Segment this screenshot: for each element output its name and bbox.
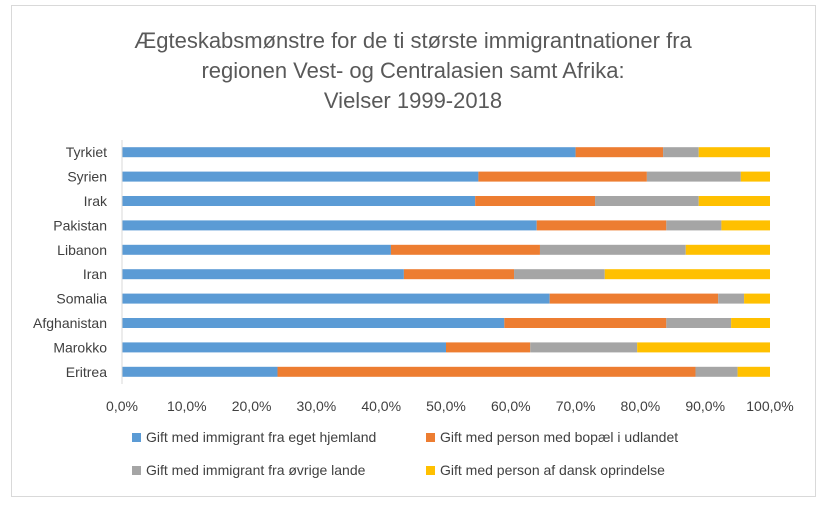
x-tick-label: 10,0% — [167, 398, 207, 414]
category-label: Tyrkiet — [66, 144, 107, 160]
legend-swatch-4 — [426, 466, 435, 475]
category-label: Somalia — [56, 291, 107, 307]
x-tick-label: 50,0% — [426, 398, 466, 414]
x-tick-label: 90,0% — [685, 398, 725, 414]
bar-irak-series-4 — [698, 196, 770, 206]
x-tick-label: 80,0% — [621, 398, 661, 414]
bar-pakistan-series-3 — [666, 220, 722, 231]
bar-syrien-series-2 — [478, 171, 647, 182]
bar-libanon-series-1 — [122, 244, 391, 255]
x-tick-label: 0,0% — [106, 398, 138, 414]
bar-irak-series-3 — [595, 196, 699, 206]
chart-title-line-3: Vielser 1999-2018 — [324, 88, 502, 113]
x-tick-label: 60,0% — [491, 398, 531, 414]
x-tick-label: 100,0% — [746, 398, 793, 414]
bar-somalia-series-2 — [549, 293, 719, 304]
bar-eritrea-series-3 — [695, 366, 738, 377]
chart-title-line-1: Ægteskabsmønstre for de ti største immig… — [134, 28, 692, 53]
bar-tyrkiet-series-2 — [575, 147, 664, 158]
category-label: Syrien — [67, 169, 107, 185]
bar-somalia-series-4 — [744, 293, 770, 304]
legend-swatch-1 — [132, 433, 141, 442]
bar-marokko-series-1 — [122, 342, 446, 353]
legend-label-4: Gift med person af dansk oprindelse — [440, 462, 665, 478]
x-tick-label: 30,0% — [297, 398, 337, 414]
legend-label-1: Gift med immigrant fra eget hjemland — [146, 429, 376, 445]
bar-eritrea-series-1 — [122, 366, 278, 377]
legend-swatch-3 — [132, 466, 141, 475]
category-label: Libanon — [57, 242, 107, 258]
legend-label-3: Gift med immigrant fra øvrige lande — [146, 462, 366, 478]
x-axis: 0,0% 10,0% 20,0% 30,0% 40,0% 50,0% 60,0% 70,0% 8… — [106, 398, 794, 414]
category-label: Irak — [84, 193, 108, 209]
legend: Gift med immigrant fra eget hjemland Gift… — [132, 429, 678, 478]
bar-marokko-series-2 — [446, 342, 531, 353]
bar-libanon-series-4 — [685, 244, 770, 255]
bar-syrien-series-1 — [122, 171, 479, 182]
category-label: Eritrea — [66, 364, 107, 380]
bar-somalia-series-3 — [718, 293, 745, 304]
bar-tyrkiet-series-1 — [122, 147, 576, 158]
plot-area — [122, 147, 770, 377]
bar-tyrkiet-series-3 — [663, 147, 699, 158]
bar-iran-series-3 — [514, 269, 605, 280]
y-axis: Tyrkiet Syrien Irak Pakistan Libanon Iran Soma… — [33, 140, 123, 384]
bar-somalia-series-1 — [122, 293, 550, 304]
category-label: Marokko — [53, 339, 107, 355]
bar-marokko-series-4 — [637, 342, 770, 353]
bar-eritrea-series-4 — [737, 366, 770, 377]
category-label: Afghanistan — [33, 315, 107, 331]
bar-iran-series-4 — [604, 269, 770, 280]
bar-afghanistan-series-4 — [731, 318, 770, 328]
bar-afghanistan-series-3 — [666, 318, 732, 328]
bar-iran-series-2 — [403, 269, 515, 280]
chart-title: Ægteskabsmønstre for de ti største immig… — [134, 28, 692, 113]
bar-afghanistan-series-2 — [504, 318, 667, 328]
bar-eritrea-series-2 — [277, 366, 696, 377]
bar-afghanistan-series-1 — [122, 318, 505, 328]
bar-pakistan-series-2 — [536, 220, 667, 231]
bar-irak-series-1 — [122, 196, 476, 206]
bar-libanon-series-2 — [390, 244, 540, 255]
bar-pakistan-series-1 — [122, 220, 537, 231]
category-label: Pakistan — [53, 217, 107, 233]
bar-pakistan-series-4 — [721, 220, 770, 231]
bar-libanon-series-3 — [539, 244, 686, 255]
bar-syrien-series-3 — [646, 171, 741, 182]
bar-syrien-series-4 — [740, 171, 770, 182]
x-tick-label: 40,0% — [361, 398, 401, 414]
x-tick-label: 70,0% — [556, 398, 596, 414]
x-tick-label: 20,0% — [232, 398, 272, 414]
legend-swatch-2 — [426, 433, 435, 442]
legend-label-2: Gift med person med bopæl i udlandet — [440, 429, 678, 445]
category-label: Iran — [83, 266, 107, 282]
bar-iran-series-1 — [122, 269, 404, 280]
chart-title-line-2: regionen Vest- og Centralasien samt Afri… — [201, 58, 624, 83]
bar-marokko-series-3 — [530, 342, 638, 353]
bar-irak-series-2 — [475, 196, 596, 206]
bar-tyrkiet-series-4 — [698, 147, 770, 158]
